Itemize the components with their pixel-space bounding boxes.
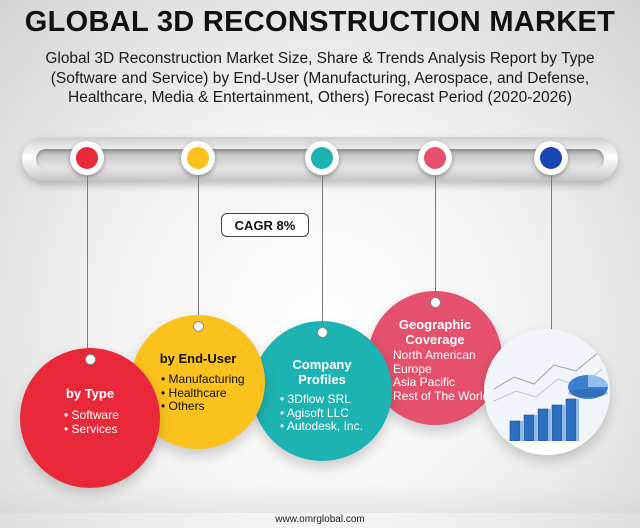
company-profiles-circle: Company Profiles 3Dflow SRL Agisoft LLC …	[252, 321, 392, 461]
company-item: Autodesk, Inc.	[280, 419, 363, 434]
connector-line	[551, 176, 552, 336]
footer-url: www.omrglobal.com	[275, 514, 365, 525]
subtitle-line: Healthcare, Media & Entertainment, Other…	[68, 89, 572, 106]
analytics-image-circle	[484, 329, 610, 455]
floor-reflection	[0, 485, 640, 513]
connector-line	[198, 176, 199, 324]
company-heading-line: Company	[292, 357, 352, 372]
company-heading-line: Profiles	[298, 372, 346, 387]
subtitle-line: Global 3D Reconstruction Market Size, Sh…	[45, 50, 595, 67]
company-item: Agisoft LLC	[280, 406, 363, 421]
connector-line	[435, 176, 436, 298]
subtitle-line: (Software and Service) by End-User (Manu…	[50, 69, 590, 87]
geo-item: Europe	[393, 361, 432, 376]
end-user-item: Others	[161, 399, 245, 414]
geo-heading-line: Geographic	[398, 317, 472, 332]
red-dot	[70, 141, 104, 175]
end-user-item: Healthcare	[161, 386, 245, 401]
pink-dot	[418, 141, 452, 175]
by-type-circle: by Type Software Services	[20, 348, 160, 488]
blue-dot	[534, 141, 568, 175]
geo-item: Asia Pacific	[393, 375, 456, 389]
end-user-item: Manufacturing	[161, 372, 245, 387]
geo-heading-line: Coverage	[405, 332, 465, 347]
type-item: Software	[64, 408, 119, 423]
connector-line	[87, 176, 88, 358]
yellow-dot	[181, 141, 215, 175]
company-item: 3Dflow SRL	[280, 392, 363, 407]
teal-dot	[305, 141, 339, 175]
geo-item: North American	[393, 348, 476, 362]
geo-item: Rest of The World	[393, 388, 490, 403]
type-item: Services	[64, 422, 119, 437]
bar-chart-graphic	[484, 329, 610, 455]
page-title: GLOBAL 3D RECONSTRUCTION MARKET	[24, 6, 616, 38]
cagr-badge: CAGR 8%	[221, 213, 309, 237]
subtitle: Global 3D Reconstruction Market Size, Sh…	[20, 49, 620, 108]
by-type-heading: by Type	[65, 386, 115, 401]
end-user-heading: by End-User	[159, 351, 237, 366]
connector-line	[322, 176, 323, 330]
